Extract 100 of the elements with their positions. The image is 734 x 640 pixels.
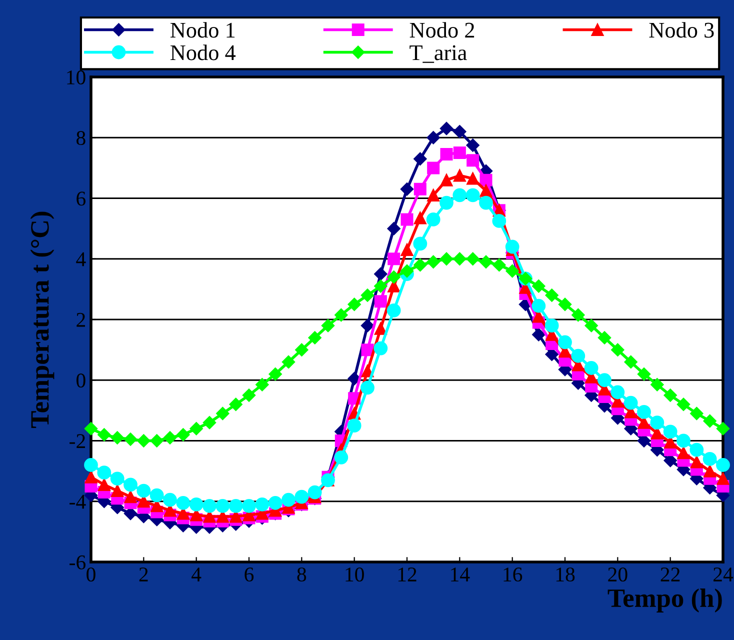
x-tick-label: 14 [451,568,470,582]
legend-label: Nodo 4 [170,44,236,60]
point [84,470,98,484]
point [334,308,348,322]
x-tick-label: 20 [608,567,628,582]
point [137,434,150,448]
point [466,154,480,167]
point [98,478,110,491]
point [111,484,124,498]
point [716,422,730,436]
point [84,422,98,436]
point [229,398,242,411]
point [440,122,454,136]
point [163,431,177,444]
point [453,252,466,266]
point [558,298,572,311]
y-tick-label: 2 [76,312,85,327]
point [676,434,690,448]
point [440,196,454,210]
point [466,252,480,266]
point [360,318,374,332]
point [124,490,137,504]
point [427,162,440,174]
y-tick-label: 0 [76,374,86,388]
point [374,341,388,356]
x-tick-label: 2 [139,568,148,582]
point [282,355,296,369]
point [400,264,414,278]
point [453,124,466,138]
point [584,318,598,332]
point [110,431,124,444]
point [216,498,230,513]
point [716,472,730,485]
point [414,258,427,272]
point [295,343,308,356]
point [466,188,480,202]
point [189,497,204,512]
y-tick-label: 10 [67,70,86,84]
point [426,255,440,268]
point [690,406,704,420]
point [532,328,546,342]
point [624,355,638,369]
x-tick-label: 12 [398,568,416,582]
point [584,361,598,375]
point [480,174,492,186]
point [400,213,414,226]
point [637,367,651,381]
x-tick-label: 6 [244,568,254,582]
point [664,388,677,402]
point [228,498,243,513]
point [492,214,506,228]
point [690,442,704,457]
point [374,295,387,308]
y-axis-title: Temperatura t (°C) [30,212,54,428]
point [387,270,400,284]
x-tick-label: 24 [714,568,734,582]
point [321,318,335,332]
point [255,497,270,512]
point [480,184,492,197]
point [360,288,374,302]
point [361,344,374,356]
point [256,378,269,392]
point [374,280,388,293]
point [242,498,256,513]
point [348,372,361,386]
x-tick-label: 16 [504,568,522,582]
point [452,188,467,202]
point [150,434,164,448]
point [650,416,664,430]
point [387,222,400,236]
x-axis-title: Tempo (h) [608,588,722,612]
point [663,424,678,439]
point [440,174,453,186]
point [110,472,124,486]
x-tick-label: 0 [86,567,96,582]
point [677,446,690,460]
point [545,288,558,302]
point [453,146,466,160]
point [190,422,203,436]
point [427,188,440,202]
point [400,182,414,196]
point [414,212,426,224]
point [400,244,414,256]
point [124,478,138,492]
point [124,432,138,446]
x-tick-label: 4 [192,568,202,582]
point [98,428,111,442]
point [202,498,216,513]
point [506,264,519,278]
point [176,428,190,442]
point [386,303,401,318]
point [348,298,361,311]
point [413,236,428,251]
point [374,322,387,335]
point [282,492,296,507]
legend-label: T_aria [410,45,467,63]
point [572,308,585,322]
point [598,373,612,388]
point [598,331,612,344]
y-tick-label: 6 [76,192,86,206]
